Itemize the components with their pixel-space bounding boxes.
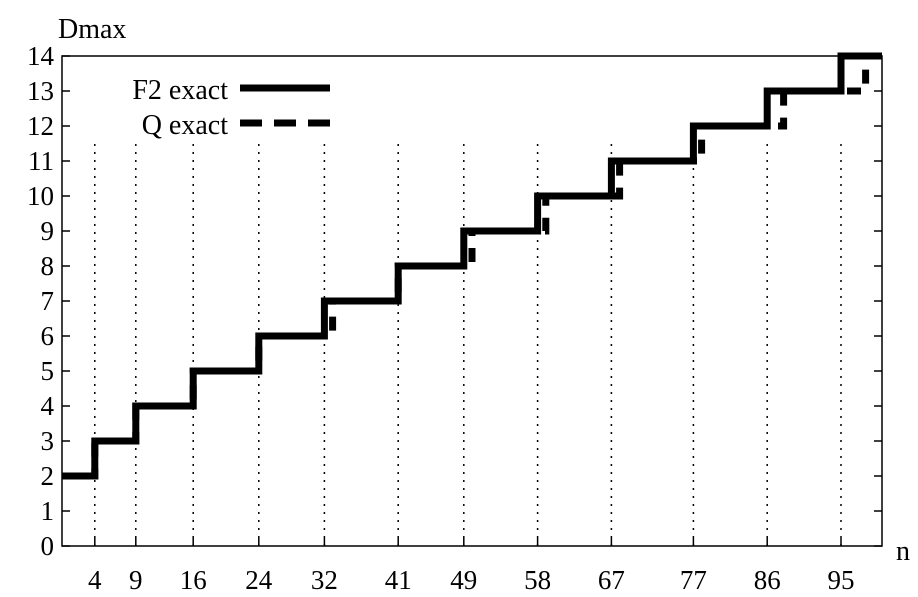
x-axis-label: n	[896, 536, 910, 567]
y-tick-label: 5	[41, 356, 55, 386]
x-tick-label: 49	[450, 565, 477, 595]
x-tick-label: 77	[680, 565, 707, 595]
legend-label-q-exact: Q exact	[142, 110, 229, 141]
x-tick-label: 67	[598, 565, 625, 595]
x-tick-label: 16	[180, 565, 207, 595]
y-tick-label: 0	[41, 531, 55, 561]
x-tick-label: 24	[245, 565, 273, 595]
y-tick-label: 4	[41, 391, 55, 421]
x-tick-label: 41	[385, 565, 412, 595]
y-tick-label: 13	[27, 76, 54, 106]
y-tick-label: 6	[41, 321, 55, 351]
y-tick-label: 3	[41, 426, 55, 456]
y-tick-label: 10	[27, 181, 54, 211]
y-tick-label: 9	[41, 216, 55, 246]
x-tick-label: 9	[129, 565, 143, 595]
legend-label-f2-exact: F2 exact	[132, 75, 228, 106]
y-tick-label: 8	[41, 251, 55, 281]
y-tick-label: 1	[41, 496, 55, 526]
legend: F2 exact Q exact	[132, 75, 330, 141]
x-tick-label: 58	[524, 565, 551, 595]
y-tick-label: 2	[41, 461, 55, 491]
y-axis-label: Dmax	[58, 14, 126, 45]
y-tick-label: 7	[41, 286, 55, 316]
series-line-0	[62, 52, 882, 480]
x-tick-label: 4	[88, 565, 102, 595]
y-tick-label: 12	[27, 111, 54, 141]
grid-lines	[94, 138, 842, 546]
axis-ticks: 4 9 16 24 32 41 49 58 67 77 86 95012345678910111213…	[27, 41, 882, 595]
y-tick-label: 14	[27, 41, 55, 71]
series-lines	[62, 52, 882, 480]
y-tick-label: 11	[28, 146, 54, 176]
x-tick-label: 95	[828, 565, 855, 595]
x-tick-label: 32	[311, 565, 338, 595]
x-tick-label: 86	[754, 565, 781, 595]
